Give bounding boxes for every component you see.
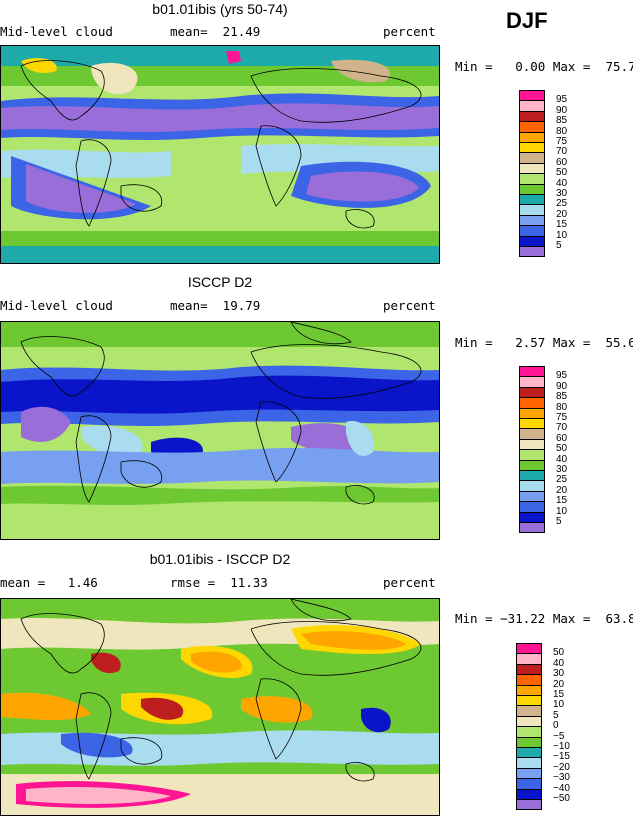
legend-level-label: −5	[553, 730, 565, 742]
legend-level-label: 80	[556, 125, 568, 137]
panel-3-title: b01.01ibis - ISCCP D2	[149, 551, 291, 567]
panel-2-title: ISCCP D2	[187, 274, 253, 290]
panel-2-units-label: percent	[383, 298, 436, 313]
panel-2-map	[0, 321, 440, 540]
legend-level-label: 95	[556, 94, 568, 106]
panel-3-map	[0, 598, 440, 816]
panel-2-minmax-label: Min = 2.57 Max = 55.63	[455, 335, 633, 350]
panel-1-mean-label: mean= 21.49	[170, 24, 261, 39]
legend-level-label: 30	[556, 464, 568, 475]
season-label: DJF	[506, 8, 548, 33]
legend-level-label: 5	[556, 240, 562, 251]
panel-2-mean-label: mean= 19.79	[170, 298, 261, 313]
legend-level-label: 25	[556, 198, 568, 210]
legend-level-label: −15	[553, 751, 570, 763]
legend-level-label: 40	[556, 453, 568, 465]
legend-level-label: 5	[553, 709, 559, 721]
panel-1-legend: 95 90 85 80 75 70 60 50 40 30 25 20 15 10 5	[519, 90, 579, 262]
legend-level-label: 90	[556, 104, 568, 116]
panel-3-units-label: percent	[383, 575, 436, 590]
panel-1-map	[0, 45, 440, 264]
panel-3-legend: 50 40 30 20 15 10 5 0 −5 −10 −15 −20 −30 −40 −50	[516, 643, 576, 815]
panel-2-variable-label: Mid-level cloud	[0, 298, 113, 313]
legend-color-box	[519, 522, 545, 534]
legend-level-label: 50	[556, 167, 568, 179]
legend-level-label: 15	[556, 219, 568, 231]
panel-1-map-svg	[1, 46, 439, 263]
legend-level-label: 85	[556, 391, 568, 403]
legend-level-label: −10	[553, 741, 570, 752]
legend-level-label: 90	[556, 380, 568, 392]
legend-level-label: −30	[553, 772, 570, 784]
legend-level-label: 20	[556, 484, 568, 496]
legend-level-label: 60	[556, 156, 568, 168]
legend-color-box	[519, 246, 545, 258]
legend-level-label: 80	[556, 401, 568, 413]
legend-level-label: 75	[556, 412, 568, 423]
legend-level-label: 10	[556, 229, 568, 241]
legend-level-label: 50	[556, 443, 568, 455]
legend-level-label: 25	[556, 474, 568, 486]
legend-level-label: 70	[556, 146, 568, 158]
legend-level-label: −40	[553, 782, 570, 794]
panel-3-rmse-label: rmse = 11.33	[170, 575, 268, 590]
panel-3-map-svg	[1, 599, 439, 815]
legend-level-label: 30	[553, 668, 565, 680]
panel-3-mean-label: mean = 1.46	[0, 575, 98, 590]
panel-1-variable-label: Mid-level cloud	[0, 24, 113, 39]
panel-2-map-svg	[1, 322, 439, 539]
legend-level-label: 20	[556, 208, 568, 220]
legend-level-label: 40	[553, 657, 565, 669]
legend-level-label: 30	[556, 188, 568, 199]
legend-level-label: 0	[553, 720, 559, 732]
legend-level-label: 5	[556, 516, 562, 527]
panel-1-title: b01.01ibis (yrs 50-74)	[152, 1, 288, 17]
legend-level-label: 10	[556, 505, 568, 517]
panel-2-legend: 95 90 85 80 75 70 60 50 40 30 25 20 15 10 5	[519, 366, 579, 538]
legend-level-label: 15	[553, 689, 565, 700]
legend-level-label: 50	[553, 647, 565, 659]
legend-color-box	[516, 799, 542, 811]
legend-level-label: 70	[556, 422, 568, 434]
legend-level-label: 15	[556, 495, 568, 507]
legend-level-label: 10	[553, 699, 565, 711]
panel-1-units-label: percent	[383, 24, 436, 39]
panel-3-minmax-label: Min = −31.22 Max = 63.85	[455, 611, 633, 626]
legend-level-label: 60	[556, 432, 568, 444]
legend-level-label: 20	[553, 678, 565, 690]
legend-level-label: 75	[556, 136, 568, 147]
legend-level-label: 95	[556, 370, 568, 382]
legend-level-label: −50	[553, 793, 570, 804]
legend-level-label: 40	[556, 177, 568, 189]
legend-level-label: −20	[553, 761, 570, 773]
legend-level-label: 85	[556, 115, 568, 127]
panel-1-minmax-label: Min = 0.00 Max = 75.76	[455, 59, 633, 74]
